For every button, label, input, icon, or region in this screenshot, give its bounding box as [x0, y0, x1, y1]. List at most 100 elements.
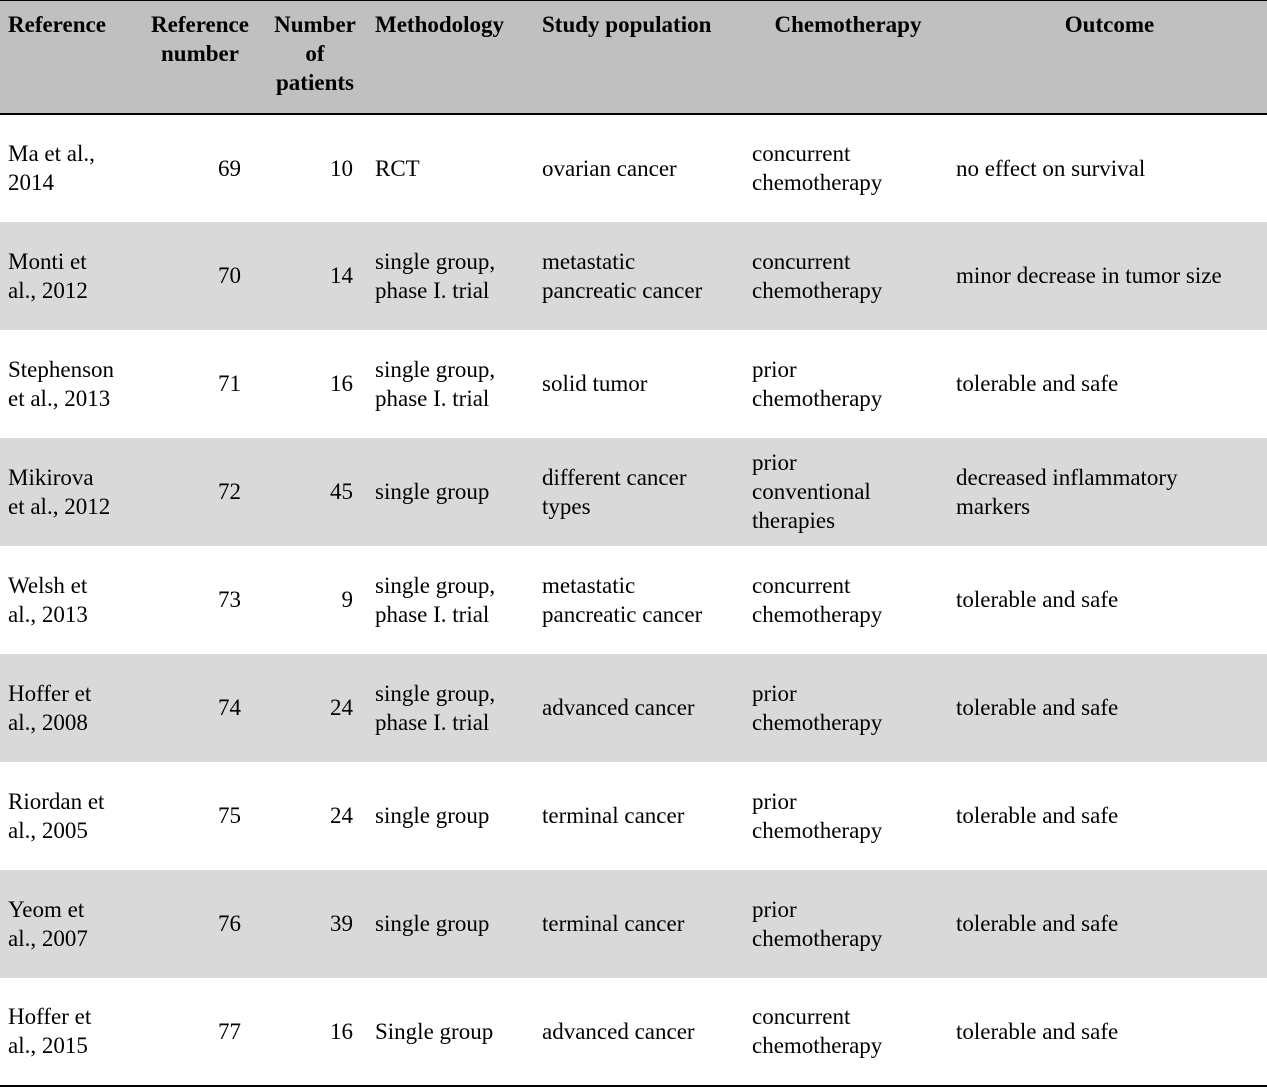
cell-chemotherapy-line: conventional: [752, 479, 871, 504]
cell-chemotherapy-line: chemotherapy: [752, 170, 883, 195]
cell-outcome: tolerable and safe: [948, 977, 1267, 1087]
cell-outcome: minor decrease in tumor size: [948, 222, 1267, 330]
cell-chemotherapy-line: prior: [752, 450, 797, 475]
cell-reference: Welsh et al., 2013: [0, 546, 133, 654]
cell-chemotherapy: prior chemotherapy: [744, 654, 948, 762]
cell-reference-line: Riordan et: [8, 788, 105, 814]
header-reference: Reference: [0, 0, 133, 115]
table-row: Hoffer et al., 2015 77 16 Single group advanc…: [0, 977, 1267, 1087]
cell-study-population: different cancer types: [534, 438, 744, 546]
cell-methodology-line: single group: [375, 911, 490, 936]
cell-reference-number: 75: [133, 762, 263, 870]
cell-reference-number-value: 73: [218, 587, 241, 612]
cell-methodology-line: Single group: [375, 1018, 494, 1044]
table-row: Mikirova et al., 2012 72 45 single group diff…: [0, 437, 1267, 546]
cell-methodology-line: single group,: [375, 572, 496, 598]
cell-reference-number-value: 72: [218, 479, 241, 504]
cell-reference: Hoffer et al., 2015: [0, 977, 133, 1087]
cell-methodology: single group: [367, 438, 534, 546]
cell-number-of-patients-value: 10: [330, 155, 353, 181]
cell-number-of-patients-value: 9: [341, 587, 354, 612]
cell-reference-number: 73: [133, 546, 263, 654]
cell-reference: Riordan et al., 2005: [0, 762, 133, 870]
cell-study-population: metastatic pancreatic cancer: [534, 222, 744, 330]
cell-number-of-patients: 16: [263, 330, 367, 438]
cell-reference-line: al., 2005: [8, 817, 88, 843]
cell-outcome-line: tolerable and safe: [956, 371, 1119, 396]
header-chemotherapy: Chemotherapy: [744, 0, 948, 115]
cell-reference-number: 70: [133, 222, 263, 330]
cell-chemotherapy: prior chemotherapy: [744, 762, 948, 870]
cell-outcome: no effect on survival: [948, 114, 1267, 222]
cell-reference-line: Stephenson: [8, 356, 115, 382]
cell-chemotherapy: concurrent chemotherapy: [744, 114, 948, 222]
cell-chemotherapy: concurrent chemotherapy: [744, 977, 948, 1087]
cell-number-of-patients-value: 45: [330, 479, 353, 504]
cell-number-of-patients: 24: [263, 762, 367, 870]
cell-study-population-line: ovarian cancer: [542, 155, 677, 181]
header-study-population: Study population: [534, 0, 744, 115]
header-reference-number: Reference number: [133, 0, 263, 115]
cell-number-of-patients-value: 24: [330, 803, 353, 828]
cell-methodology: Single group: [367, 977, 534, 1087]
cell-reference-line: Mikirova: [8, 464, 94, 490]
cell-study-population: metastatic pancreatic cancer: [534, 546, 744, 654]
cell-reference: Stephenson et al., 2013: [0, 330, 133, 438]
cell-number-of-patients: 16: [263, 977, 367, 1087]
cell-chemotherapy-line: chemotherapy: [752, 601, 883, 627]
cell-study-population-line: types: [542, 493, 591, 519]
cell-study-population-line: terminal cancer: [542, 911, 685, 936]
cell-reference: Yeom et al., 2007: [0, 870, 133, 978]
cell-outcome: tolerable and safe: [948, 546, 1267, 654]
cell-outcome-line: minor decrease in tumor size: [956, 263, 1222, 288]
cell-study-population-line: metastatic: [542, 248, 636, 274]
cell-study-population: solid tumor: [534, 330, 744, 438]
cell-study-population-line: terminal cancer: [542, 803, 685, 828]
cell-reference-line: Yeom et: [8, 896, 85, 922]
table-row: Monti et al., 2012 70 14 single group, phase …: [0, 221, 1267, 330]
cell-reference-line: et al., 2013: [8, 385, 111, 411]
cell-methodology-line: single group: [375, 803, 490, 828]
header-row: Reference Reference number Number of patien…: [0, 0, 1267, 115]
cell-methodology-line: phase I. trial: [375, 277, 490, 303]
cell-outcome-line: markers: [956, 493, 1031, 519]
cell-chemotherapy-line: concurrent: [752, 1004, 851, 1029]
cell-chemotherapy-line: prior: [752, 788, 797, 814]
table-body: Ma et al., 2014 69 10 RCT ovarian cancer concu…: [0, 114, 1267, 1087]
cell-number-of-patients: 14: [263, 222, 367, 330]
cell-study-population: advanced cancer: [534, 654, 744, 762]
cell-number-of-patients: 39: [263, 870, 367, 978]
cell-number-of-patients: 10: [263, 114, 367, 222]
cell-number-of-patients-value: 24: [330, 695, 353, 720]
cell-reference-number: 72: [133, 438, 263, 546]
cell-chemotherapy-line: concurrent: [752, 141, 851, 166]
cell-reference-number: 74: [133, 654, 263, 762]
cell-reference: Hoffer et al., 2008: [0, 654, 133, 762]
cell-reference-line: 2014: [8, 170, 54, 195]
cell-outcome-line: tolerable and safe: [956, 911, 1119, 936]
cell-number-of-patients-value: 16: [330, 371, 353, 396]
cell-chemotherapy: concurrent chemotherapy: [744, 546, 948, 654]
table-row: Yeom et al., 2007 76 39 single group terminal…: [0, 869, 1267, 978]
cell-study-population-line: advanced cancer: [542, 1018, 695, 1044]
cell-number-of-patients: 45: [263, 438, 367, 546]
cell-outcome: tolerable and safe: [948, 870, 1267, 978]
cell-methodology: single group, phase I. trial: [367, 546, 534, 654]
table-row: Welsh et al., 2013 73 9 single group, phase I…: [0, 546, 1267, 654]
cell-chemotherapy: concurrent chemotherapy: [744, 222, 948, 330]
cell-reference-line: al., 2013: [8, 601, 88, 627]
cell-study-population-line: metastatic: [542, 572, 636, 598]
cell-methodology-line: phase I. trial: [375, 385, 490, 411]
cell-study-population-line: pancreatic cancer: [542, 277, 703, 303]
cell-methodology-line: single group,: [375, 356, 496, 382]
cell-study-population-line: different cancer: [542, 464, 687, 490]
cell-outcome-line: tolerable and safe: [956, 803, 1119, 828]
cell-reference-line: Welsh et: [8, 572, 88, 598]
cell-chemotherapy-line: therapies: [752, 508, 836, 533]
cell-number-of-patients: 24: [263, 654, 367, 762]
cell-methodology: RCT: [367, 114, 534, 222]
cell-methodology: single group, phase I. trial: [367, 654, 534, 762]
cell-reference-number-value: 75: [218, 803, 241, 828]
cell-study-population-line: solid tumor: [542, 371, 648, 396]
